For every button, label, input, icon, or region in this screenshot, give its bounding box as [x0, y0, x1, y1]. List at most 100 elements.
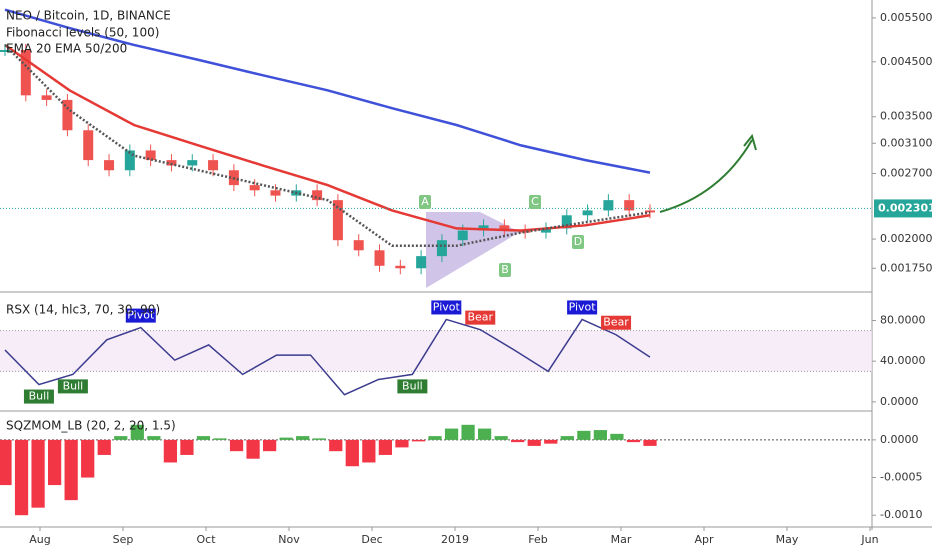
signal-box — [601, 315, 632, 330]
x-tick-label: 2019 — [441, 533, 469, 546]
candle — [208, 160, 219, 171]
momentum-bar — [395, 439, 409, 448]
candle — [270, 190, 281, 196]
y-tick-label: 0.0000 — [880, 433, 919, 446]
y-tick-label: 40.0000 — [880, 354, 926, 367]
signal-label: Pivot — [127, 309, 155, 322]
candle — [249, 185, 260, 191]
study-label: EMA 20 EMA 50/200 — [6, 42, 127, 56]
candle — [603, 200, 614, 211]
candle — [561, 215, 572, 229]
candle — [0, 49, 10, 52]
momentum-bar — [411, 439, 426, 442]
candle — [457, 230, 468, 241]
y-tick-label: -0.0010 — [880, 508, 922, 521]
momentum-bar — [362, 439, 376, 463]
pattern-point-box — [419, 195, 431, 209]
pattern-point-box — [572, 235, 584, 249]
momentum-bar — [147, 436, 161, 440]
momentum-bar — [378, 439, 392, 455]
momentum-bar — [296, 436, 310, 440]
pattern-point: C — [531, 195, 539, 208]
y-tick-label: 0.004500 — [880, 55, 932, 68]
candle — [124, 150, 135, 171]
x-tick-label: Jun — [860, 533, 878, 546]
pattern-point: D — [574, 235, 582, 248]
candle — [145, 150, 156, 161]
signal-box — [431, 300, 462, 315]
momentum-bar — [196, 436, 211, 440]
x-tick-label: Oct — [196, 533, 216, 546]
candle — [520, 230, 531, 233]
signal-label: Bear — [603, 316, 629, 329]
y-tick-label: 0.0000 — [880, 395, 919, 408]
candle — [374, 250, 385, 266]
momentum-bar — [312, 438, 326, 440]
momentum-bar — [428, 436, 442, 440]
momentum-bar — [577, 430, 591, 440]
momentum-bar — [31, 439, 45, 508]
signal-label: Bear — [467, 311, 493, 324]
momentum-bar — [14, 439, 29, 516]
momentum-bar — [329, 439, 343, 452]
momentum-bar — [626, 439, 641, 443]
triangle-pattern — [426, 212, 520, 288]
pattern-point-box — [529, 195, 541, 209]
current-price-label: 0.002301 — [878, 201, 932, 214]
current-price-box — [874, 199, 932, 218]
y-tick-label: 0.002700 — [880, 166, 932, 179]
momentum-bar — [263, 439, 277, 452]
chart-title: NEO / Bitcoin, 1D, BINANCE — [6, 9, 171, 23]
momentum-bar — [643, 439, 657, 446]
candle — [104, 160, 115, 171]
momentum-bar — [180, 439, 194, 455]
y-tick-label: 0.005500 — [880, 11, 932, 24]
momentum-bar — [279, 437, 293, 440]
pattern-point-box — [499, 263, 511, 277]
candle — [395, 265, 406, 269]
candle — [312, 190, 323, 201]
x-tick-label: Mar — [611, 533, 632, 546]
momentum-bar — [527, 439, 541, 446]
momentum-bar — [246, 439, 260, 459]
candle — [20, 49, 31, 96]
candle — [436, 240, 447, 257]
pane-title: RSX (14, hlc3, 70, 30, 90) — [6, 303, 160, 317]
signal-label: Pivot — [569, 300, 597, 313]
y-tick-label: 0.001750 — [880, 261, 932, 274]
momentum-bar — [97, 439, 111, 455]
candle — [187, 160, 198, 166]
candle — [353, 240, 364, 251]
y-tick-label: 0.003100 — [880, 136, 932, 149]
signal-box — [125, 308, 156, 323]
y-tick-label: -0.0005 — [880, 471, 922, 484]
ema-line — [4, 8, 651, 174]
signal-label: Bull — [29, 390, 50, 403]
candle — [83, 130, 94, 161]
x-tick-label: Apr — [694, 533, 714, 546]
momentum-bar — [163, 439, 177, 463]
plot-layer: Aug Sep Oct Nov Dec 2019 Feb Mar Apr May Jun 0.0055… — [0, 8, 932, 546]
momentum-bar — [560, 436, 574, 440]
y-tick-label: 0.002000 — [880, 232, 932, 245]
signal-label: Bull — [63, 379, 84, 392]
momentum-bar — [213, 438, 227, 440]
momentum-bar — [544, 439, 558, 444]
x-tick-label: Dec — [361, 533, 382, 546]
x-tick-label: May — [776, 533, 799, 546]
signal-box — [567, 300, 598, 315]
candle — [540, 228, 551, 233]
signal-box — [57, 379, 88, 394]
y-tick-label: 0.003500 — [880, 110, 932, 123]
x-tick-label: Aug — [29, 533, 50, 546]
momentum-bar — [593, 430, 607, 440]
momentum-bar — [478, 428, 492, 440]
trend-arrow — [659, 139, 753, 213]
signal-label: Pivot — [433, 300, 461, 313]
momentum-bar — [345, 439, 359, 467]
candle — [645, 210, 655, 213]
momentum-bar — [461, 424, 475, 440]
momentum-bar — [130, 424, 144, 440]
candle — [62, 99, 73, 131]
